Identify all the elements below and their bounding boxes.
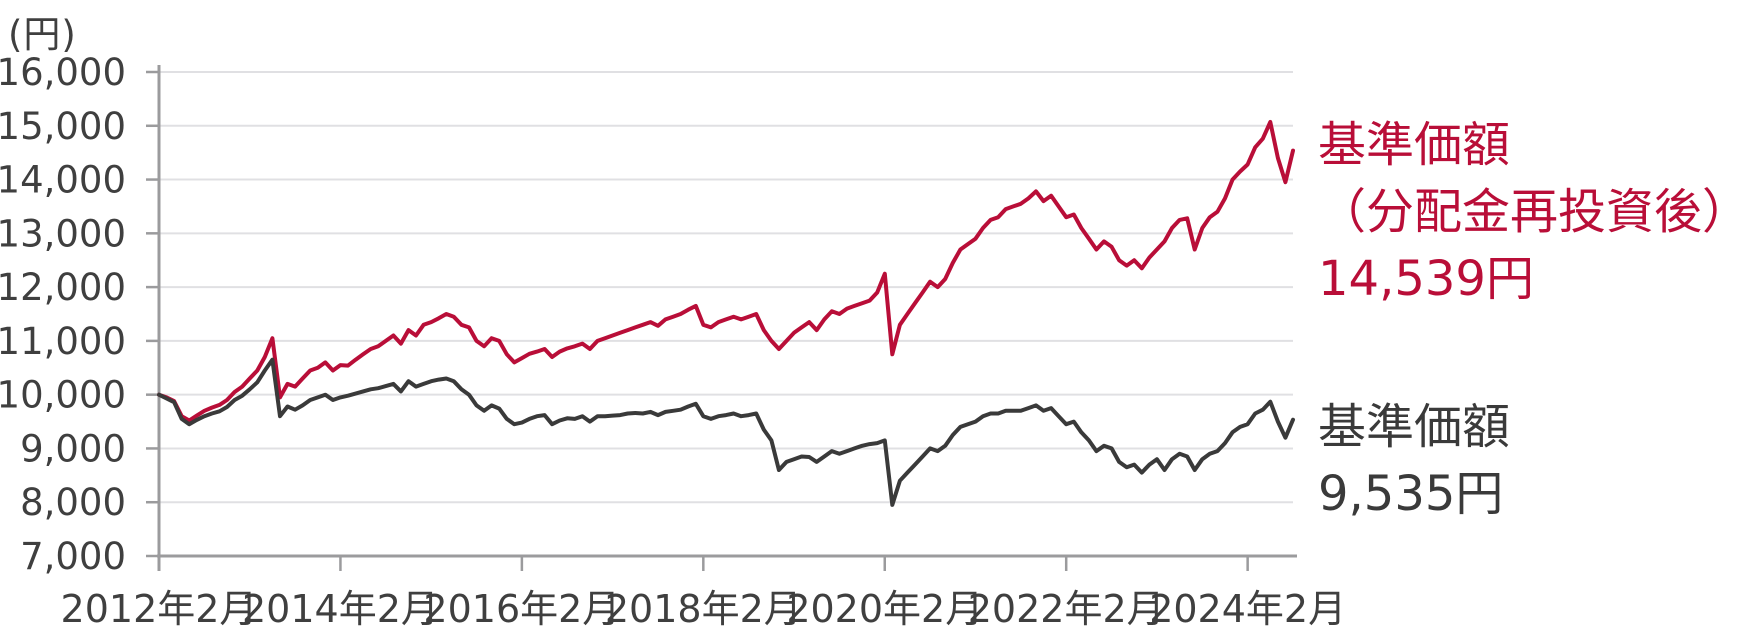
x-tick-label: 2020年2月 xyxy=(786,587,983,631)
x-tick-label: 2022年2月 xyxy=(968,587,1165,631)
legend-reinvested-subtitle: （分配金再投資後） xyxy=(1318,184,1748,240)
legend-reinvested: 基準価額 （分配金再投資後） 14,539円 xyxy=(1318,112,1748,313)
y-tick-label: 7,000 xyxy=(20,535,126,578)
x-tick-label: 2014年2月 xyxy=(242,587,439,631)
y-tick-label: 11,000 xyxy=(0,320,126,363)
x-tick-label: 2016年2月 xyxy=(423,587,620,631)
x-tick-label: 2018年2月 xyxy=(605,587,802,631)
legend-nav: 基準価額 9,535円 xyxy=(1318,394,1510,528)
y-tick-label: 14,000 xyxy=(0,159,126,202)
y-tick-label: 15,000 xyxy=(0,105,126,148)
x-tick-label: 2024年2月 xyxy=(1149,587,1346,631)
series-line-reinvested xyxy=(157,120,1295,423)
legend-nav-title: 基準価額 xyxy=(1318,399,1511,455)
y-tick-label: 12,000 xyxy=(0,266,126,309)
y-axis-unit-label: (円) xyxy=(8,13,77,56)
series-line-nav xyxy=(157,357,1295,507)
legend-reinvested-title: 基準価額 xyxy=(1318,117,1511,173)
legend-nav-value: 9,535円 xyxy=(1318,466,1504,522)
y-tick-label: 8,000 xyxy=(20,481,126,524)
y-tick-label: 9,000 xyxy=(20,427,126,470)
legend-reinvested-value: 14,539円 xyxy=(1318,251,1534,307)
y-tick-label: 10,000 xyxy=(0,374,126,417)
y-tick-label: 13,000 xyxy=(0,212,126,255)
x-tick-label: 2012年2月 xyxy=(61,587,258,631)
y-tick-label: 16,000 xyxy=(0,51,126,94)
